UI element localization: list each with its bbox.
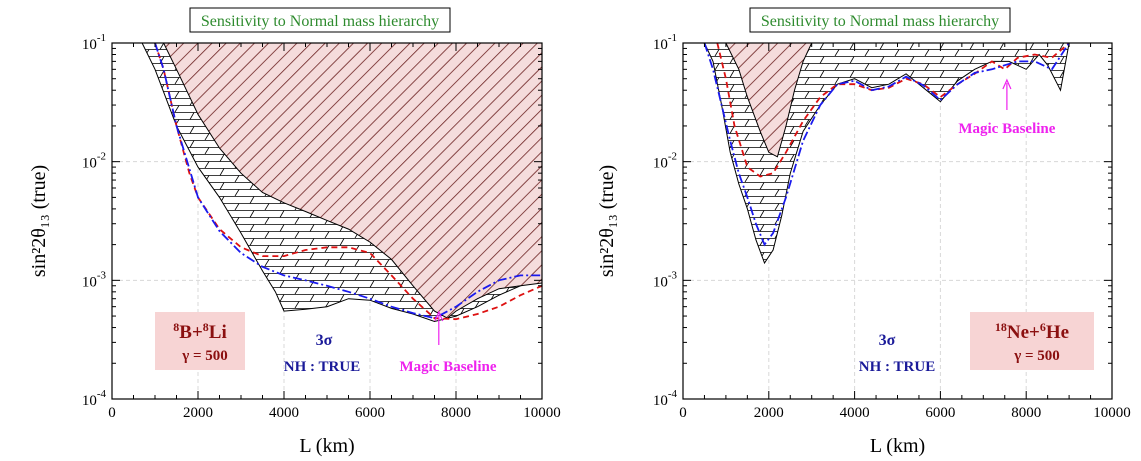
region-edge-0 — [704, 43, 1070, 265]
beam-isotope-a: B — [179, 322, 192, 343]
title-box — [189, 7, 451, 33]
beam-mass-a: 18 — [995, 320, 1007, 334]
y-tick-exponent: -1 — [668, 32, 677, 44]
beam-label-box — [155, 312, 245, 370]
region-1 — [155, 43, 542, 319]
x-tick-label: 2000 — [754, 405, 784, 421]
y-tick-label: 10-4 — [82, 388, 107, 409]
beam-isotope-b: He — [1046, 322, 1069, 343]
y-tick-label: 10-3 — [82, 269, 107, 290]
region-edge-0 — [141, 43, 542, 323]
x-tick-label: 8000 — [1011, 405, 1041, 421]
y-tick-exponent: -3 — [668, 269, 678, 281]
beam-plus: + — [1029, 322, 1040, 343]
y-tick-label: 10-2 — [82, 151, 106, 172]
title-box — [749, 7, 1011, 33]
plot-area — [703, 43, 1070, 265]
y-tick-exponent: -3 — [97, 269, 107, 281]
x-tick-label: 10000 — [1093, 405, 1131, 421]
beam-gamma: γ = 500 — [1013, 348, 1060, 364]
right-panel: 0 2000 4000 6000 8000 10000 10-4 10-3 10-2 10-1 L … — [596, 7, 1131, 457]
x-tick-label: 0 — [679, 405, 687, 421]
y-tick-label: 10-4 — [653, 388, 678, 409]
y-tick-exponent: -2 — [668, 151, 677, 163]
region-0 — [704, 43, 1070, 263]
beam-isotope-b: Li — [209, 322, 227, 343]
x-tick-label: 4000 — [269, 405, 299, 421]
y-tick-label: 10-3 — [653, 269, 678, 290]
curve-blue-dashdot — [154, 43, 542, 320]
y-tick-label: 10-2 — [653, 151, 677, 172]
x-tick-label: 4000 — [840, 405, 870, 421]
x-tick-label: 0 — [108, 405, 116, 421]
beam-gamma: γ = 500 — [181, 348, 228, 364]
y-tick-exponent: -4 — [97, 388, 107, 400]
chart-title: Sensitivity to Normal mass hierarchy — [201, 13, 439, 30]
sigma-label: 3σ — [316, 332, 333, 349]
magic-arrow-head — [1002, 78, 1012, 90]
x-tick-label: 10000 — [523, 405, 561, 421]
beam-mass-a: 8 — [173, 320, 179, 334]
ticks: 0 2000 4000 6000 8000 10000 10-4 10-3 10-2 10-1 — [653, 32, 1131, 421]
beam-plus: + — [192, 322, 203, 343]
curve-blue-dashdot — [703, 43, 1070, 247]
region-edge-1 — [155, 43, 542, 319]
y-tick-label: 10-1 — [653, 32, 677, 53]
beam-label: 8B+8Li — [173, 320, 226, 343]
beam-label: 18Ne+6He — [995, 320, 1069, 343]
region-edge-1 — [725, 43, 813, 158]
x-tick-label: 8000 — [441, 405, 471, 421]
left-panel: 0 2000 4000 6000 8000 10000 10-4 10-3 10-2 10-1 L … — [28, 7, 561, 457]
x-axis-title: L (km) — [870, 435, 925, 457]
magic-baseline-label: Magic Baseline — [958, 121, 1055, 137]
x-tick-label: 2000 — [183, 405, 213, 421]
truth-label: NH : TRUE — [284, 359, 360, 375]
curve-red-dashed — [716, 43, 1070, 178]
truth-label: NH : TRUE — [859, 359, 935, 375]
region-1 — [725, 43, 812, 157]
y-tick-exponent: -1 — [97, 32, 106, 44]
x-tick-label: 6000 — [925, 405, 955, 421]
y-tick-label: 10-1 — [82, 32, 106, 53]
y-axis-title: sin²2θ₁₃ (true) — [28, 165, 50, 277]
magic-baseline-label: Magic Baseline — [399, 359, 496, 375]
plot-area — [141, 43, 542, 323]
beam-mass-b: 8 — [203, 320, 209, 334]
chart-title: Sensitivity to Normal mass hierarchy — [761, 13, 999, 30]
x-axis-title: L (km) — [299, 435, 354, 457]
y-tick-exponent: -4 — [668, 388, 678, 400]
beam-isotope-a: Ne — [1007, 322, 1029, 343]
magic-arrow-head — [434, 310, 444, 322]
sigma-label: 3σ — [879, 332, 896, 349]
y-tick-exponent: -2 — [97, 151, 106, 163]
y-axis-title: sin²2θ₁₃ (true) — [596, 165, 618, 277]
beam-label-box — [970, 312, 1094, 370]
x-tick-label: 6000 — [355, 405, 385, 421]
beam-mass-b: 6 — [1040, 320, 1046, 334]
